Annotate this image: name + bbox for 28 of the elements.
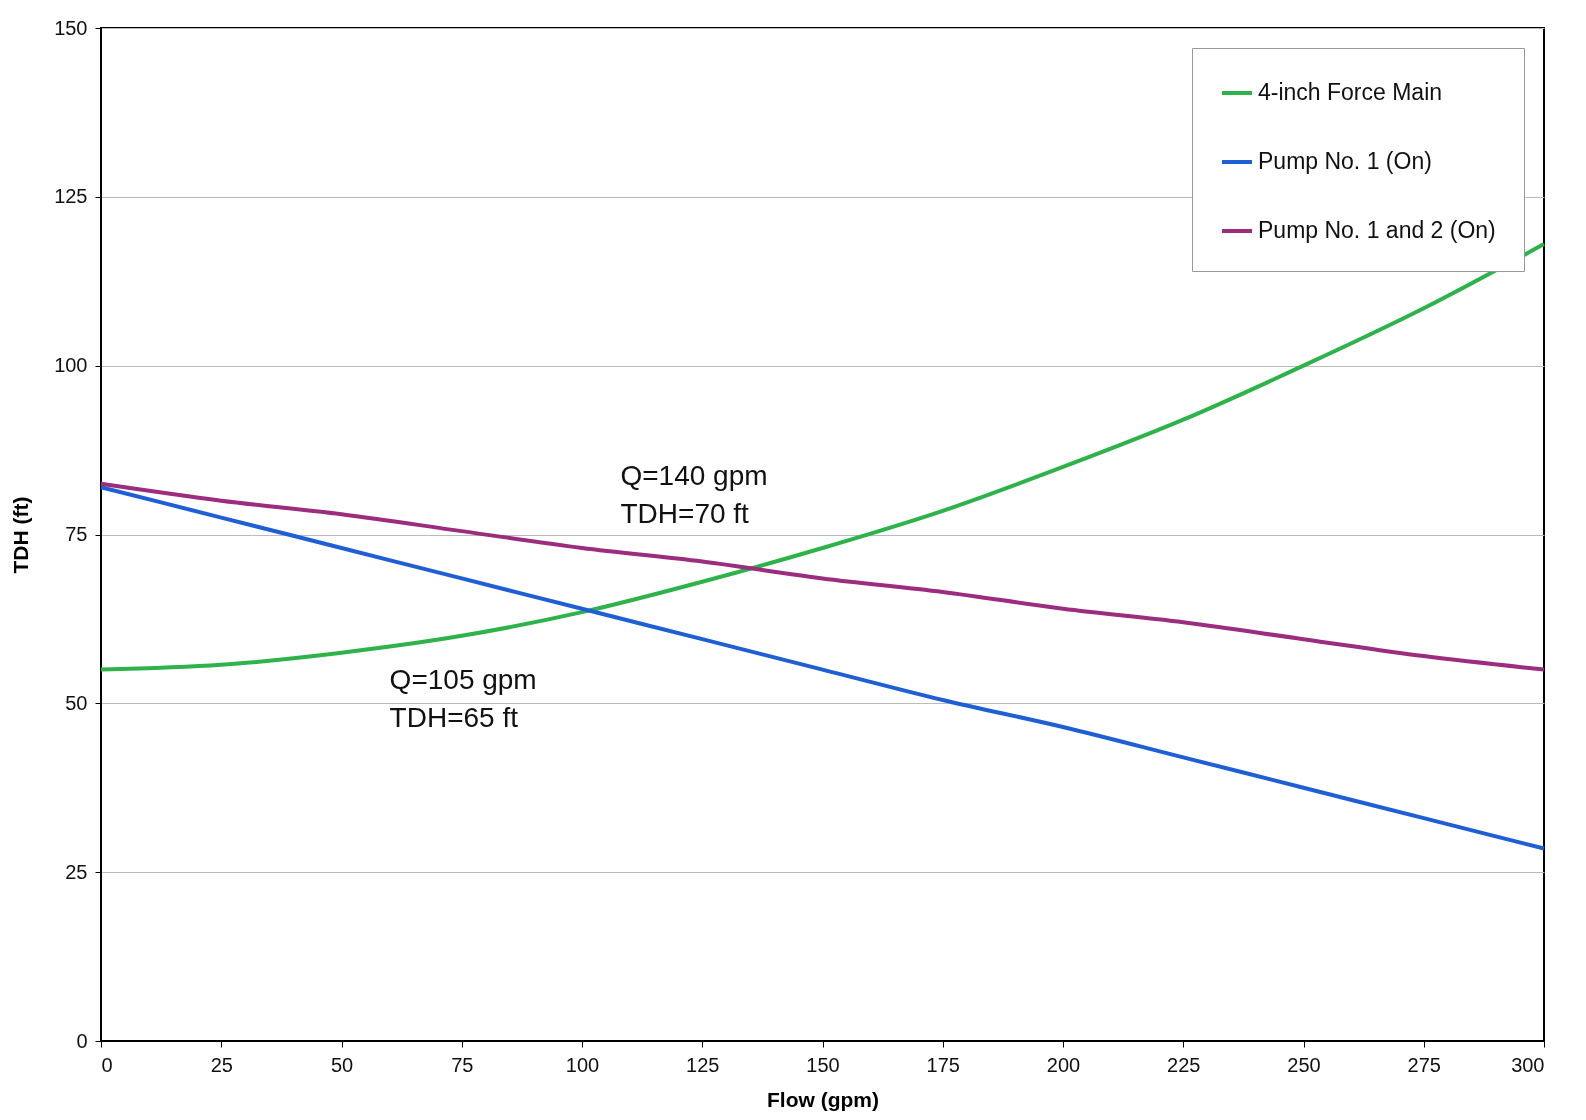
x-tick-label: 75 [451, 1053, 474, 1076]
x-tick-label: 100 [565, 1053, 600, 1076]
y-tick-label: 100 [54, 354, 88, 377]
y-axis-title: TDH (ft) [9, 496, 33, 574]
annotation: Q=140 gpm TDH=70 ft [620, 459, 768, 529]
x-tick-label: 275 [1407, 1053, 1441, 1076]
y-tick-label: 25 [65, 860, 88, 883]
x-tick-label: 125 [686, 1053, 720, 1076]
legend-label: Pump No. 1 and 2 (On) [1258, 217, 1496, 243]
legend-label: Pump No. 1 (On) [1258, 148, 1432, 174]
x-tick-label: 200 [1046, 1053, 1081, 1076]
legend-label: 4-inch Force Main [1258, 79, 1443, 105]
x-tick-label: 250 [1287, 1053, 1321, 1076]
annotation: Q=105 gpm TDH=65 ft [389, 664, 537, 734]
x-tick-label: 150 [806, 1053, 840, 1076]
x-axis-title: Flow (gpm) [767, 1087, 879, 1111]
y-tick-label: 125 [54, 185, 88, 208]
x-tick-label: 25 [210, 1053, 233, 1076]
x-tick-label: 0 [101, 1053, 113, 1076]
y-tick-label: 75 [65, 523, 88, 545]
y-tick-label: 50 [65, 691, 88, 714]
x-tick-label: 300 [1511, 1053, 1545, 1076]
x-tick-label: 225 [1167, 1053, 1201, 1076]
x-tick-label: 50 [330, 1053, 354, 1076]
x-tick-label: 175 [926, 1053, 960, 1076]
y-tick-label: 0 [76, 1029, 88, 1052]
line-series [99, 242, 1546, 672]
y-tick-label: 150 [54, 16, 88, 39]
